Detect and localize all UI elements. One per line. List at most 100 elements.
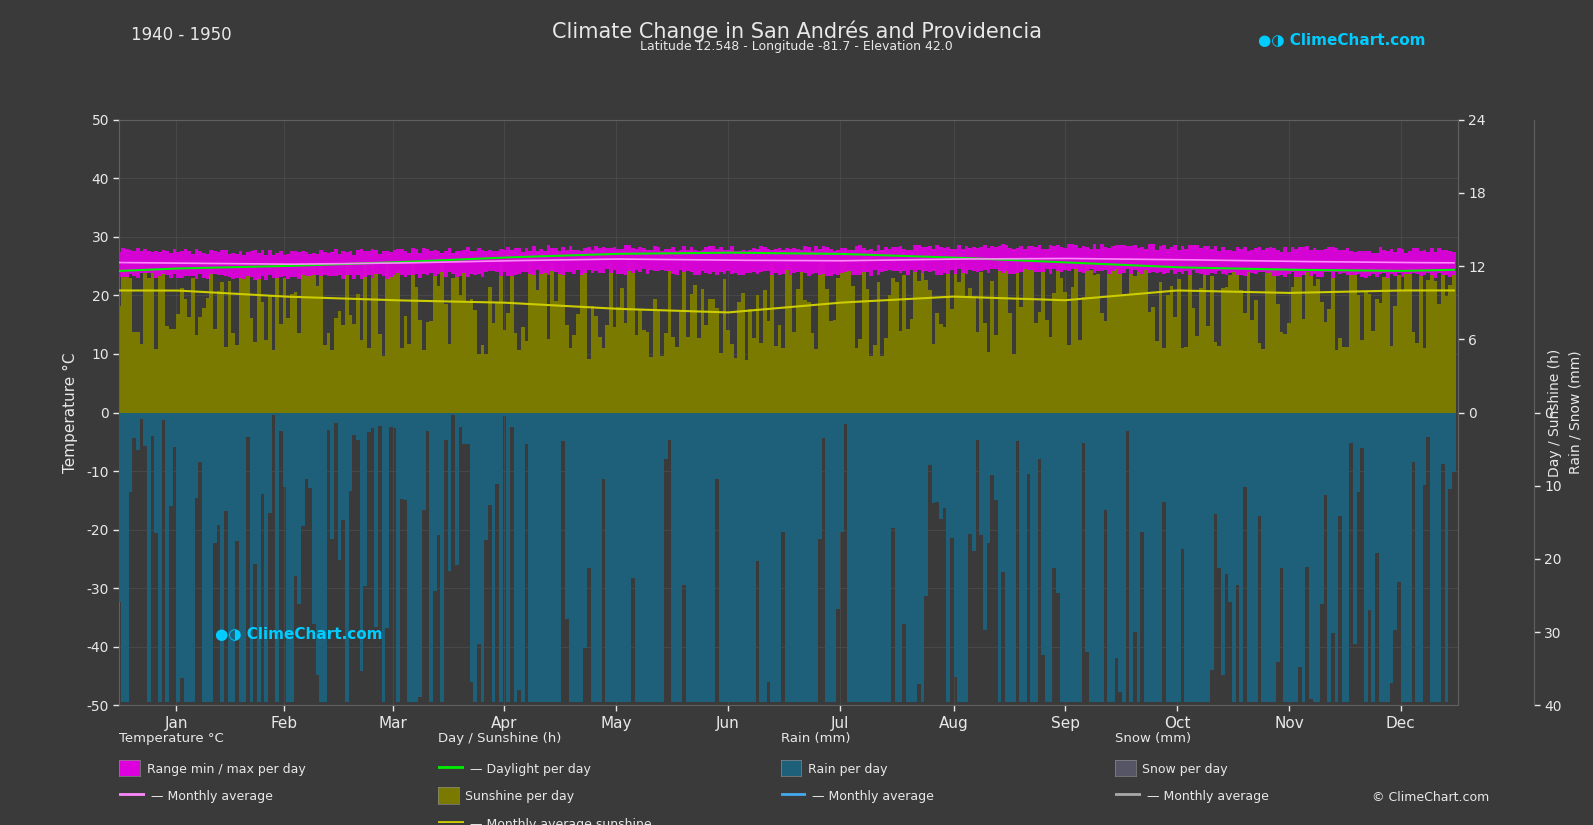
Bar — [1078, 248, 1082, 272]
Bar — [363, 252, 366, 277]
Bar — [366, 412, 371, 431]
Bar — [605, 325, 609, 412]
Bar — [704, 247, 707, 273]
Bar — [444, 412, 448, 440]
Bar — [605, 412, 609, 702]
Bar — [374, 412, 378, 627]
Bar — [272, 351, 276, 412]
Bar — [1290, 247, 1295, 271]
Bar — [1380, 412, 1383, 702]
Bar — [881, 412, 884, 702]
Bar — [1093, 275, 1096, 412]
Bar — [518, 248, 521, 274]
Bar — [518, 350, 521, 412]
Bar — [304, 266, 309, 412]
Bar — [991, 281, 994, 412]
Bar — [374, 250, 378, 275]
Bar — [1254, 248, 1258, 274]
Bar — [335, 412, 338, 423]
Bar — [429, 251, 433, 272]
Bar — [811, 251, 814, 274]
Bar — [902, 249, 906, 271]
Bar — [1225, 286, 1228, 412]
Bar — [749, 309, 752, 412]
Bar — [921, 258, 924, 412]
Bar — [459, 412, 462, 427]
Bar — [817, 248, 822, 276]
Bar — [1279, 332, 1284, 412]
Bar — [1121, 294, 1126, 412]
Bar — [1324, 412, 1327, 495]
Bar — [256, 412, 261, 702]
Bar — [140, 412, 143, 419]
Bar — [298, 333, 301, 412]
Bar — [1301, 248, 1305, 275]
Bar — [180, 288, 183, 412]
Bar — [550, 248, 554, 271]
Bar — [781, 250, 785, 274]
Bar — [715, 309, 718, 412]
Bar — [279, 412, 282, 431]
Bar — [194, 249, 198, 279]
Bar — [718, 412, 723, 702]
Bar — [890, 278, 895, 412]
Bar — [1203, 268, 1206, 412]
Bar — [972, 248, 975, 271]
Bar — [1290, 287, 1295, 412]
Bar — [817, 262, 822, 412]
Bar — [290, 412, 293, 702]
Bar — [161, 250, 166, 275]
Bar — [712, 247, 715, 272]
Bar — [1383, 251, 1386, 272]
Bar — [140, 252, 143, 273]
Bar — [634, 335, 639, 412]
Bar — [546, 246, 550, 275]
Bar — [890, 412, 895, 528]
Bar — [487, 287, 492, 412]
Bar — [991, 246, 994, 269]
Bar — [847, 250, 851, 271]
Bar — [213, 328, 217, 412]
Bar — [507, 247, 510, 276]
Bar — [822, 246, 825, 274]
Bar — [645, 412, 650, 702]
Bar — [983, 245, 986, 271]
Bar — [1144, 412, 1149, 702]
Bar — [969, 412, 972, 535]
Bar — [961, 263, 964, 412]
Bar — [451, 278, 456, 412]
Bar — [392, 250, 397, 276]
Bar — [382, 412, 386, 702]
Bar — [411, 248, 414, 276]
Bar — [730, 343, 733, 412]
Bar — [335, 318, 338, 412]
Bar — [1185, 412, 1188, 702]
Bar — [972, 412, 975, 551]
Bar — [205, 412, 209, 702]
Bar — [1375, 252, 1380, 277]
Bar — [1276, 251, 1279, 276]
Bar — [927, 290, 932, 412]
Bar — [550, 263, 554, 412]
Bar — [924, 280, 927, 412]
Bar — [301, 412, 304, 526]
Bar — [884, 412, 887, 702]
Bar — [408, 412, 411, 702]
Bar — [1239, 249, 1243, 276]
Bar — [690, 412, 693, 702]
Bar — [169, 329, 172, 412]
Bar — [712, 299, 715, 412]
Bar — [946, 412, 949, 702]
Bar — [763, 247, 766, 271]
Bar — [470, 299, 473, 412]
Bar — [1005, 245, 1008, 271]
Bar — [591, 250, 594, 273]
Bar — [991, 412, 994, 475]
Bar — [535, 290, 540, 412]
Bar — [609, 412, 613, 702]
Bar — [293, 251, 298, 277]
Bar — [707, 246, 712, 274]
Bar — [202, 308, 205, 412]
Bar — [1287, 323, 1290, 412]
Bar — [1067, 244, 1070, 271]
